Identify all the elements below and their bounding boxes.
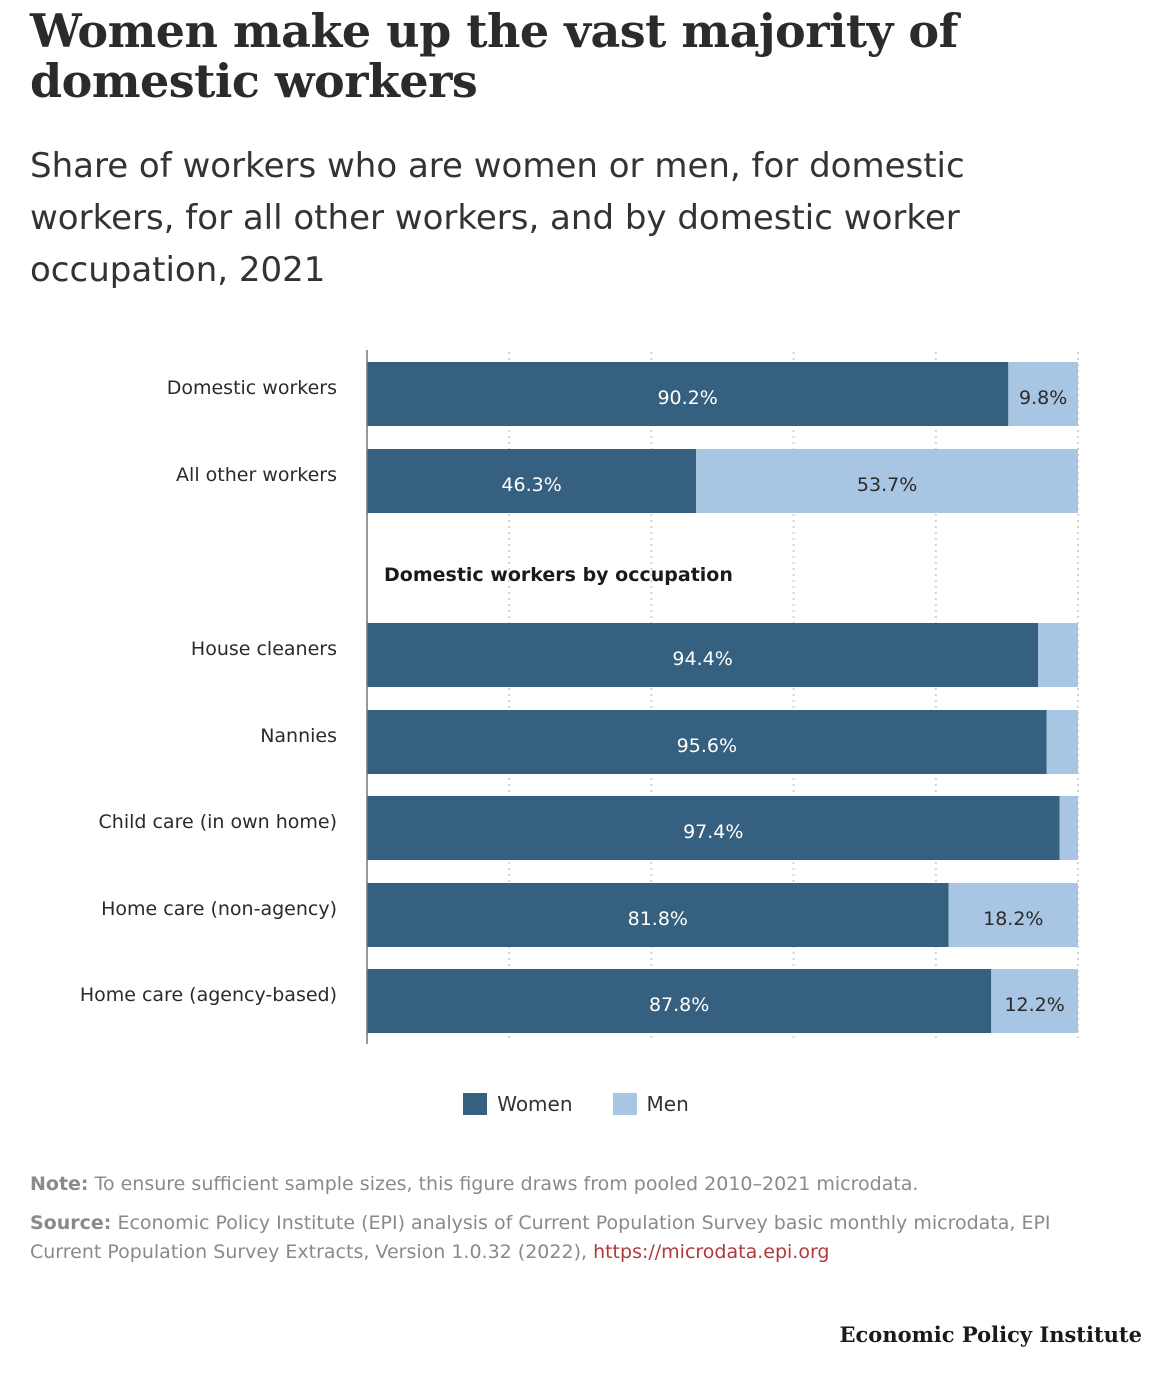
data-label-women: 81.8% [628, 908, 688, 930]
data-label-women: 87.8% [649, 994, 709, 1016]
bar-men [1008, 362, 1078, 426]
legend-item-women: Women [463, 1092, 573, 1116]
bar-men [1059, 796, 1078, 860]
bar-men [991, 969, 1078, 1033]
bar-women [367, 969, 992, 1033]
bar-women [367, 449, 697, 513]
chart-legend: Women Men [0, 1092, 1152, 1116]
category-label: House cleaners [191, 638, 337, 660]
data-label-women: 97.4% [683, 821, 743, 843]
data-label-men: 9.8% [1019, 387, 1067, 409]
data-label-men: 53.7% [857, 474, 917, 496]
data-label-men: 18.2% [983, 908, 1043, 930]
chart-source: Source: Economic Policy Institute (EPI) … [30, 1209, 1120, 1267]
bar-women [367, 883, 949, 947]
section-label: Domestic workers by occupation [384, 564, 733, 586]
legend-label-women: Women [497, 1092, 573, 1116]
category-label: Home care (non-agency) [101, 898, 337, 920]
bar-men [1046, 710, 1078, 774]
bar-chart: Domestic workers 90.2% 9.8% All other worke… [80, 350, 1079, 1044]
category-label: All other workers [176, 464, 337, 486]
publisher-brand: Economic Policy Institute [839, 1322, 1142, 1347]
category-label: Domestic workers [167, 377, 337, 399]
bar-women [367, 362, 1009, 426]
data-label-women: 90.2% [657, 387, 717, 409]
bar-women [367, 796, 1060, 860]
legend-swatch-women [463, 1093, 488, 1115]
data-label-women: 46.3% [501, 474, 561, 496]
bar-men [948, 883, 1078, 947]
note-text: To ensure sufficient sample sizes, this … [94, 1173, 919, 1195]
bar-women [367, 623, 1039, 687]
chart-note: Note: To ensure sufficient sample sizes,… [30, 1170, 1120, 1199]
data-label-men: 12.2% [1004, 994, 1064, 1016]
legend-label-men: Men [646, 1092, 689, 1116]
source-link[interactable]: https://microdata.epi.org [593, 1241, 830, 1263]
bar-women [367, 710, 1047, 774]
source-text: Economic Policy Institute (EPI) analysis… [30, 1212, 1051, 1263]
chart-subtitle: Share of workers who are women or men, f… [30, 146, 965, 290]
category-label: Nannies [260, 725, 337, 747]
legend-item-men: Men [612, 1092, 689, 1116]
bar-men [696, 449, 1078, 513]
chart-title: Women make up the vast majority of domes… [30, 4, 958, 108]
category-label: Home care (agency-based) [80, 984, 337, 1006]
data-label-women: 95.6% [677, 735, 737, 757]
note-label: Note: [30, 1173, 89, 1195]
source-label: Source: [30, 1212, 112, 1234]
bar-men [1038, 623, 1078, 687]
data-label-women: 94.4% [672, 648, 732, 670]
category-label: Child care (in own home) [99, 811, 337, 833]
legend-swatch-men [612, 1093, 637, 1115]
